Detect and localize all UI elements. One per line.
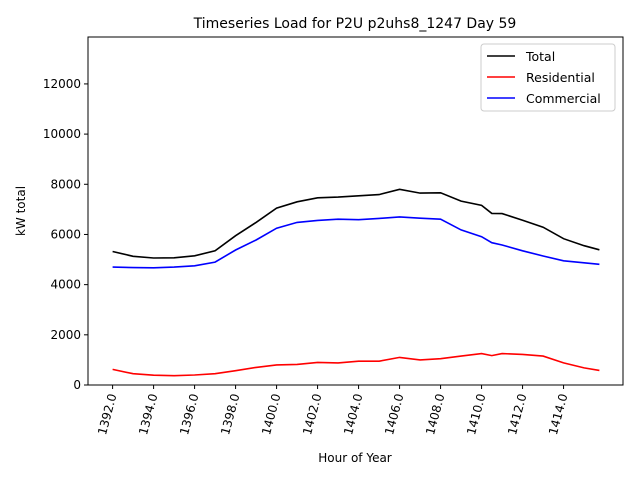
legend: Total Residential Commercial [480,43,616,112]
series-line-total [112,188,600,259]
x-tick-label: 1410.0 [464,392,488,436]
y-tick-label: 10000 [43,127,81,141]
plot-frame [87,36,624,386]
x-tick-label: 1396.0 [177,392,201,436]
x-tick-label: 1394.0 [136,392,160,436]
series-line-residential [112,352,600,377]
y-tick-label: 2000 [50,328,81,342]
legend-box [480,43,616,112]
y-tick-label: 0 [73,378,81,392]
x-axis-label: Hour of Year [318,451,392,465]
y-tick-label: 12000 [43,77,81,91]
x-tick-label: 1404.0 [341,392,365,436]
x-tick-label: 1392.0 [95,392,119,436]
y-tick-label: 4000 [50,278,81,292]
x-tick-label: 1414.0 [546,392,570,436]
legend-label: Total [525,49,555,64]
y-tick-label: 8000 [50,177,81,191]
legend-label: Commercial [526,91,601,106]
y-tick-label: 6000 [50,227,81,241]
x-tick-label: 1400.0 [259,392,283,436]
chart-title: Timeseries Load for P2U p2uhs8_1247 Day … [193,16,517,32]
x-tick-label: 1402.0 [300,392,324,436]
series-line-commercial [112,216,600,269]
x-tick-label: 1406.0 [382,392,406,436]
x-tick-label: 1408.0 [423,392,447,436]
x-tick-label: 1398.0 [218,392,242,436]
x-tick-label: 1412.0 [505,392,529,436]
legend-label: Residential [526,70,595,85]
y-axis-label: kW total [14,186,28,236]
